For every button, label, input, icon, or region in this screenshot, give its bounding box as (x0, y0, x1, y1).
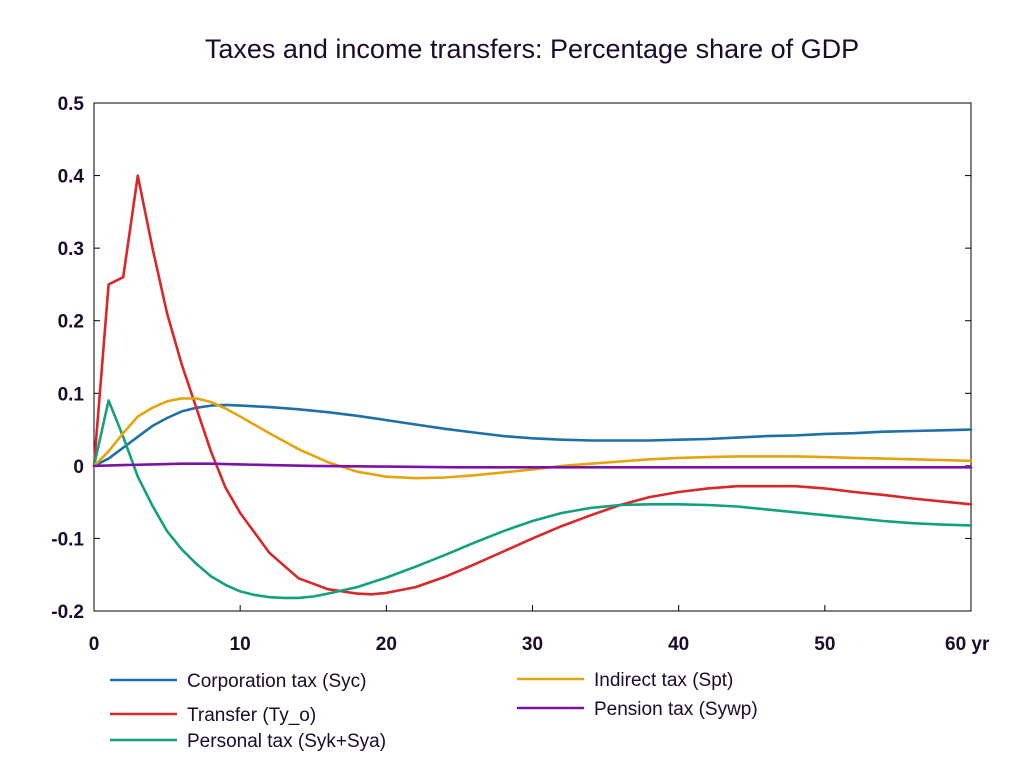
series-line-1 (92, 174, 973, 596)
series-line-0 (92, 403, 973, 468)
series-line-2 (92, 399, 973, 600)
series-line-3 (92, 397, 973, 480)
legend-label-4: Pension tax (Sywp) (594, 699, 758, 720)
legend-label-1: Transfer (Ty_o) (187, 705, 316, 726)
x-tick-label: 20 (376, 634, 397, 655)
y-tick-label: 0.2 (58, 312, 84, 333)
y-tick-label: -0.2 (51, 602, 84, 623)
legend-label-2: Personal tax (Syk+Sya) (187, 731, 386, 752)
y-tick-label: 0.1 (58, 384, 85, 405)
plot-frame (93, 102, 972, 612)
series-line-4 (92, 462, 973, 469)
y-tick-label: 0.5 (58, 94, 85, 115)
y-tick-label: -0.1 (51, 529, 84, 550)
y-tick-label: 0.3 (58, 239, 84, 260)
legend-label-0: Corporation tax (Syc) (187, 671, 367, 692)
x-tick-label: 10 (230, 634, 251, 655)
x-tick-label: 30 (522, 634, 543, 655)
x-tick-label: 40 (668, 634, 689, 655)
x-tick-label: 50 (814, 634, 835, 655)
x-tick-label: 60 yr (945, 634, 990, 655)
x-tick-label: 0 (89, 634, 100, 655)
y-tick-label: 0 (73, 457, 84, 478)
y-tick-label: 0.4 (58, 167, 85, 188)
legend-label-3: Indirect tax (Spt) (594, 670, 733, 691)
chart-title: Taxes and income transfers: Percentage s… (204, 34, 860, 64)
